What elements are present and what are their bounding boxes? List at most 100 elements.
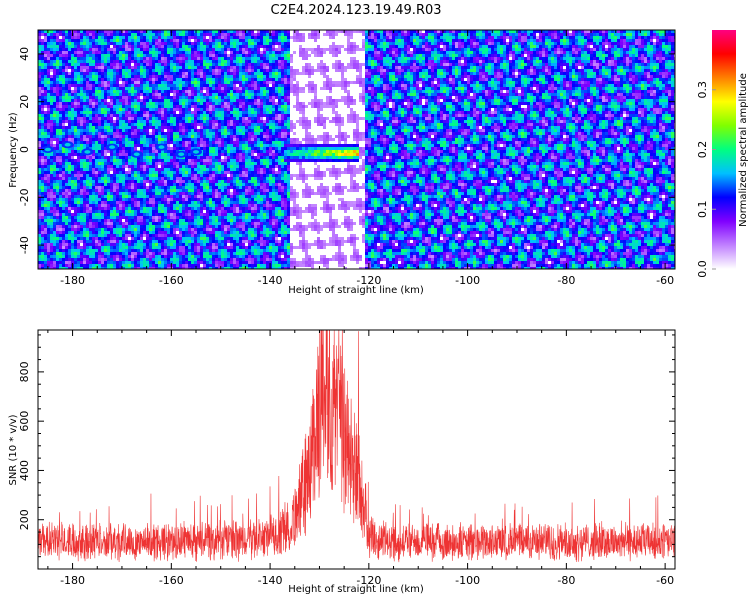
- heatmap-cell: [236, 87, 239, 90]
- heatmap-cell: [503, 42, 506, 45]
- heatmap-cell: [95, 75, 98, 78]
- heatmap-cell: [140, 72, 143, 75]
- heatmap-cell: [668, 36, 671, 39]
- heatmap-cell: [314, 69, 317, 72]
- heatmap-cell: [164, 36, 167, 39]
- heatmap-cell: [182, 72, 185, 75]
- heatmap-cell: [563, 63, 566, 66]
- heatmap-cell: [236, 45, 239, 48]
- heatmap-cell: [257, 96, 260, 99]
- heatmap-cell: [302, 66, 305, 69]
- heatmap-cell: [311, 99, 314, 102]
- heatmap-cell: [464, 87, 467, 90]
- heatmap-cell: [629, 87, 632, 90]
- heatmap-cell: [626, 102, 629, 105]
- heatmap-cell: [200, 42, 203, 45]
- heatmap-cell: [635, 87, 638, 90]
- heatmap-cell: [47, 66, 50, 69]
- heatmap-cell: [47, 48, 50, 51]
- heatmap-cell: [209, 102, 212, 105]
- heatmap-cell: [284, 102, 287, 105]
- heatmap-cell: [668, 63, 671, 66]
- heatmap-cell: [230, 66, 233, 69]
- heatmap-cell: [278, 42, 281, 45]
- heatmap-cell: [536, 48, 539, 51]
- heatmap-cell: [383, 75, 386, 78]
- heatmap-cell: [641, 57, 644, 60]
- heatmap-cell: [62, 63, 65, 66]
- heatmap-cell: [344, 66, 347, 69]
- heatmap-cell: [602, 30, 605, 33]
- heatmap-cell: [266, 84, 269, 87]
- heatmap-cell: [74, 99, 77, 102]
- heatmap-cell: [227, 42, 230, 45]
- heatmap-cell: [590, 57, 593, 60]
- heatmap-cell: [89, 69, 92, 72]
- heatmap-cell: [266, 57, 269, 60]
- heatmap-cell: [251, 39, 254, 42]
- heatmap-cell: [77, 36, 80, 39]
- heatmap-cell: [629, 81, 632, 84]
- heatmap-cell: [140, 84, 143, 87]
- heatmap-cell: [38, 75, 41, 78]
- heatmap-cell: [173, 75, 176, 78]
- heatmap-cell: [254, 75, 257, 78]
- heatmap-cell: [533, 99, 536, 102]
- heatmap-cell: [527, 84, 530, 87]
- heatmap-cell: [428, 72, 431, 75]
- heatmap-cell: [248, 81, 251, 84]
- heatmap-cell: [410, 51, 413, 54]
- heatmap-cell: [371, 84, 374, 87]
- heatmap-cell: [518, 51, 521, 54]
- heatmap-cell: [95, 84, 98, 87]
- heatmap-cell: [554, 39, 557, 42]
- heatmap-cell: [461, 33, 464, 36]
- heatmap-cell: [128, 54, 131, 57]
- heatmap-cell: [566, 33, 569, 36]
- heatmap-cell: [614, 51, 617, 54]
- heatmap-cell: [260, 78, 263, 81]
- heatmap-cell: [569, 60, 572, 63]
- heatmap-cell: [428, 99, 431, 102]
- heatmap-cell: [377, 96, 380, 99]
- heatmap-cell: [179, 54, 182, 57]
- heatmap-cell: [443, 60, 446, 63]
- heatmap-cell: [38, 96, 41, 99]
- heatmap-cell: [173, 99, 176, 102]
- heatmap-cell: [359, 66, 362, 69]
- heatmap-cell: [242, 99, 245, 102]
- heatmap-cell: [131, 96, 134, 99]
- heatmap-cell: [383, 45, 386, 48]
- heatmap-cell: [107, 60, 110, 63]
- heatmap-cell: [410, 90, 413, 93]
- heatmap-cell: [527, 78, 530, 81]
- heatmap-cell: [392, 60, 395, 63]
- heatmap-cell: [668, 84, 671, 87]
- heatmap-cell: [317, 63, 320, 66]
- heatmap-cell: [74, 54, 77, 57]
- heatmap-cell: [422, 78, 425, 81]
- heatmap-cell: [161, 60, 164, 63]
- heatmap-cell: [173, 48, 176, 51]
- heatmap-cell: [485, 66, 488, 69]
- heatmap-cell: [344, 96, 347, 99]
- heatmap-cell: [65, 54, 68, 57]
- heatmap-cell: [143, 78, 146, 81]
- heatmap-cell: [74, 105, 77, 108]
- heatmap-cell: [137, 33, 140, 36]
- heatmap-cell: [656, 72, 659, 75]
- heatmap-cell: [356, 66, 359, 69]
- heatmap-cell: [275, 102, 278, 105]
- heatmap-cell: [83, 87, 86, 90]
- heatmap-cell: [302, 36, 305, 39]
- heatmap-cell: [656, 42, 659, 45]
- heatmap-cell: [377, 57, 380, 60]
- heatmap-cell: [374, 96, 377, 99]
- heatmap-cell: [497, 60, 500, 63]
- heatmap-cell: [122, 102, 125, 105]
- heatmap-cell: [203, 72, 206, 75]
- heatmap-cell: [248, 78, 251, 81]
- heatmap-cell: [308, 54, 311, 57]
- heatmap-cell: [89, 45, 92, 48]
- heatmap-cell: [659, 33, 662, 36]
